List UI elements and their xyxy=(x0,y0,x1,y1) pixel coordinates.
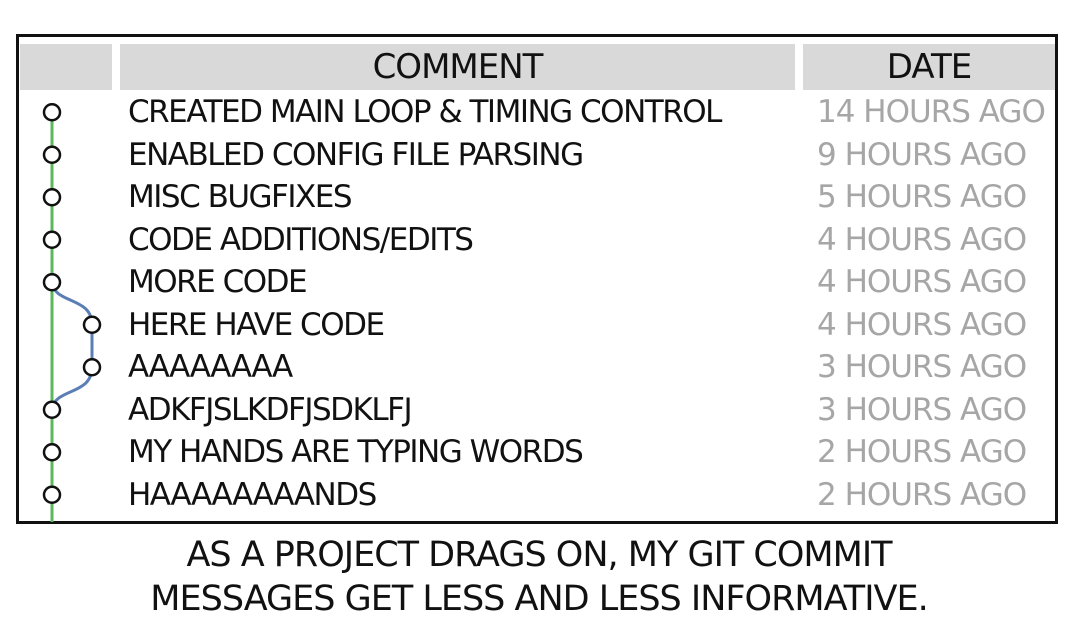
caption-line-1: AS A PROJECT DRAGS ON, MY GIT COMMIT xyxy=(186,535,892,575)
commit-row[interactable]: AAAAAAAA 3 HOURS AGO xyxy=(20,346,1055,388)
commit-row[interactable]: MY HANDS ARE TYPING WORDS 2 HOURS AGO xyxy=(20,431,1055,473)
commit-message: CREATED MAIN LOOP & TIMING CONTROL xyxy=(128,94,722,130)
commit-date: 2 HOURS AGO xyxy=(817,434,1027,470)
commit-row[interactable]: HAAAAAAAANDS 2 HOURS AGO xyxy=(20,474,1055,516)
commit-row[interactable]: MORE CODE 4 HOURS AGO xyxy=(20,261,1055,303)
commit-date: 3 HOURS AGO xyxy=(817,391,1027,428)
commit-date: 4 HOURS AGO xyxy=(817,306,1027,343)
commit-date: 9 HOURS AGO xyxy=(817,136,1027,173)
commit-date: 4 HOURS AGO xyxy=(817,221,1027,258)
date-column-header[interactable]: DATE xyxy=(803,44,1055,90)
commit-row[interactable]: CODE ADDITIONS/EDITS 4 HOURS AGO xyxy=(20,219,1055,261)
commit-date: 5 HOURS AGO xyxy=(817,179,1027,215)
commit-message: CODE ADDITIONS/EDITS xyxy=(128,221,474,258)
comment-column-header[interactable]: COMMENT xyxy=(120,44,795,90)
caption-line-2: MESSAGES GET LESS AND LESS INFORMATIVE. xyxy=(150,579,928,619)
commit-message: HERE HAVE CODE xyxy=(128,306,385,343)
commit-message: AAAAAAAA xyxy=(128,349,293,385)
commit-message: MY HANDS ARE TYPING WORDS xyxy=(128,434,584,470)
commit-date: 2 HOURS AGO xyxy=(817,476,1027,513)
commit-log-panel xyxy=(16,34,1058,524)
commit-row[interactable]: ADKFJSLKDFJSDKLFJ 3 HOURS AGO xyxy=(20,389,1055,431)
commit-message: MISC BUGFIXES xyxy=(128,179,353,215)
commit-message: HAAAAAAAANDS xyxy=(128,476,377,513)
commit-row[interactable]: ENABLED CONFIG FILE PARSING 9 HOURS AGO xyxy=(20,134,1055,176)
commit-message: ADKFJSLKDFJSDKLFJ xyxy=(128,391,413,428)
commit-message: MORE CODE xyxy=(128,264,308,300)
commit-date: 14 HOURS AGO xyxy=(817,94,1046,130)
graph-column-header xyxy=(20,44,112,90)
commit-message: ENABLED CONFIG FILE PARSING xyxy=(128,136,584,173)
commit-row[interactable]: HERE HAVE CODE 4 HOURS AGO xyxy=(20,304,1055,346)
comic-caption: AS A PROJECT DRAGS ON, MY GIT COMMIT MES… xyxy=(0,533,1078,621)
commit-date: 4 HOURS AGO xyxy=(817,264,1027,300)
commit-row[interactable]: CREATED MAIN LOOP & TIMING CONTROL 14 HOU… xyxy=(20,91,1055,133)
commit-row[interactable]: MISC BUGFIXES 5 HOURS AGO xyxy=(20,176,1055,218)
commit-date: 3 HOURS AGO xyxy=(817,349,1027,385)
